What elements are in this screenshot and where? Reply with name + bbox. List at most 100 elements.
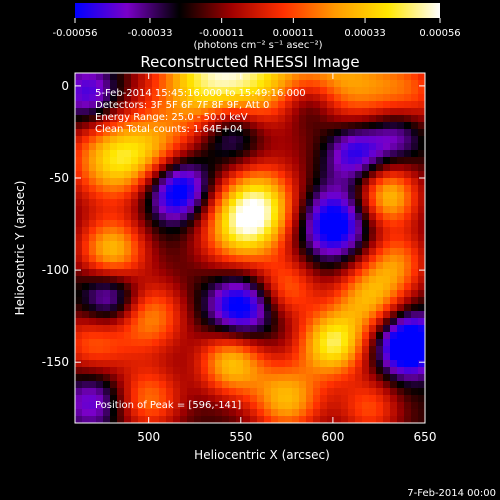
heatmap-cell [236,276,244,284]
heatmap-cell [103,150,111,158]
heatmap-cell [187,73,195,81]
heatmap-cell [201,185,209,193]
heatmap-cell [271,178,279,186]
heatmap-cell [299,164,307,172]
heatmap-cell [194,332,202,340]
heatmap-cell [292,416,300,423]
heatmap-cell [145,381,153,389]
heatmap-cell [110,87,118,95]
heatmap-cell [411,409,419,417]
heatmap-cell [404,87,412,95]
heatmap-cell [418,332,425,340]
heatmap-cell [411,262,419,270]
heatmap-cell [397,143,405,151]
heatmap-cell [82,381,90,389]
heatmap-cell [180,87,188,95]
heatmap-cell [124,416,132,423]
heatmap-cell [292,409,300,417]
heatmap-cell [404,136,412,144]
heatmap-cell [89,402,97,410]
heatmap-cell [236,206,244,214]
heatmap-cell [75,395,83,403]
heatmap-cell [327,178,335,186]
heatmap-cell [334,122,342,130]
heatmap-cell [278,395,286,403]
heatmap-cell [264,227,272,235]
heatmap-cell [369,94,377,102]
heatmap-cell [201,262,209,270]
heatmap-cell [334,416,342,423]
heatmap-cell [138,395,146,403]
heatmap-cell [201,416,209,423]
heatmap-cell [369,339,377,347]
heatmap-cell [411,402,419,410]
heatmap-cell [348,311,356,319]
heatmap-cell [96,283,104,291]
heatmap-cell [243,269,251,277]
heatmap-cell [362,234,370,242]
heatmap-cell [264,248,272,256]
heatmap-cell [264,374,272,382]
heatmap-cell [264,262,272,270]
heatmap-cell [229,80,237,88]
heatmap-cell [264,94,272,102]
heatmap-cell [250,108,258,116]
heatmap-cell [152,115,160,123]
heatmap-cell [208,199,216,207]
heatmap-cell [299,94,307,102]
heatmap-cell [243,129,251,137]
heatmap-cell [250,332,258,340]
heatmap-cell [103,73,111,81]
heatmap-cell [159,234,167,242]
heatmap-cell [334,241,342,249]
heatmap-cell [250,339,258,347]
heatmap-cell [145,339,153,347]
heatmap-cell [96,360,104,368]
heatmap-cell [404,220,412,228]
heatmap-cell [271,94,279,102]
heatmap-cell [229,199,237,207]
heatmap-cell [271,73,279,81]
heatmap-cell [271,136,279,144]
heatmap-cell [376,318,384,326]
heatmap-cell [355,143,363,151]
heatmap-cell [397,206,405,214]
heatmap-cell [306,241,314,249]
heatmap-cell [194,150,202,158]
heatmap-cell [376,416,384,423]
heatmap-cell [341,269,349,277]
heatmap-cell [243,101,251,109]
heatmap-cell [117,304,125,312]
heatmap-cell [152,241,160,249]
heatmap-cell [180,213,188,221]
heatmap-cell [236,402,244,410]
heatmap-cell [138,325,146,333]
heatmap-cell [285,283,293,291]
heatmap-cell [96,101,104,109]
heatmap-cell [383,178,391,186]
heatmap-cell [250,409,258,417]
heatmap-cell [383,255,391,263]
heatmap-cell [278,115,286,123]
heatmap-cell [243,283,251,291]
heatmap-cell [348,353,356,361]
heatmap-cell [117,115,125,123]
heatmap-cell [145,206,153,214]
heatmap-cell [292,318,300,326]
heatmap-cell [397,115,405,123]
heatmap-cell [159,220,167,228]
heatmap-cell [320,94,328,102]
heatmap-cell [187,409,195,417]
heatmap-cell [215,248,223,256]
heatmap-cell [369,283,377,291]
heatmap-cell [411,269,419,277]
heatmap-cell [264,220,272,228]
heatmap-cell [82,199,90,207]
heatmap-cell [369,185,377,193]
heatmap-cell [264,325,272,333]
heatmap-cell [376,171,384,179]
heatmap-cell [152,206,160,214]
heatmap-cell [306,360,314,368]
heatmap-cell [257,374,265,382]
heatmap-cell [229,227,237,235]
